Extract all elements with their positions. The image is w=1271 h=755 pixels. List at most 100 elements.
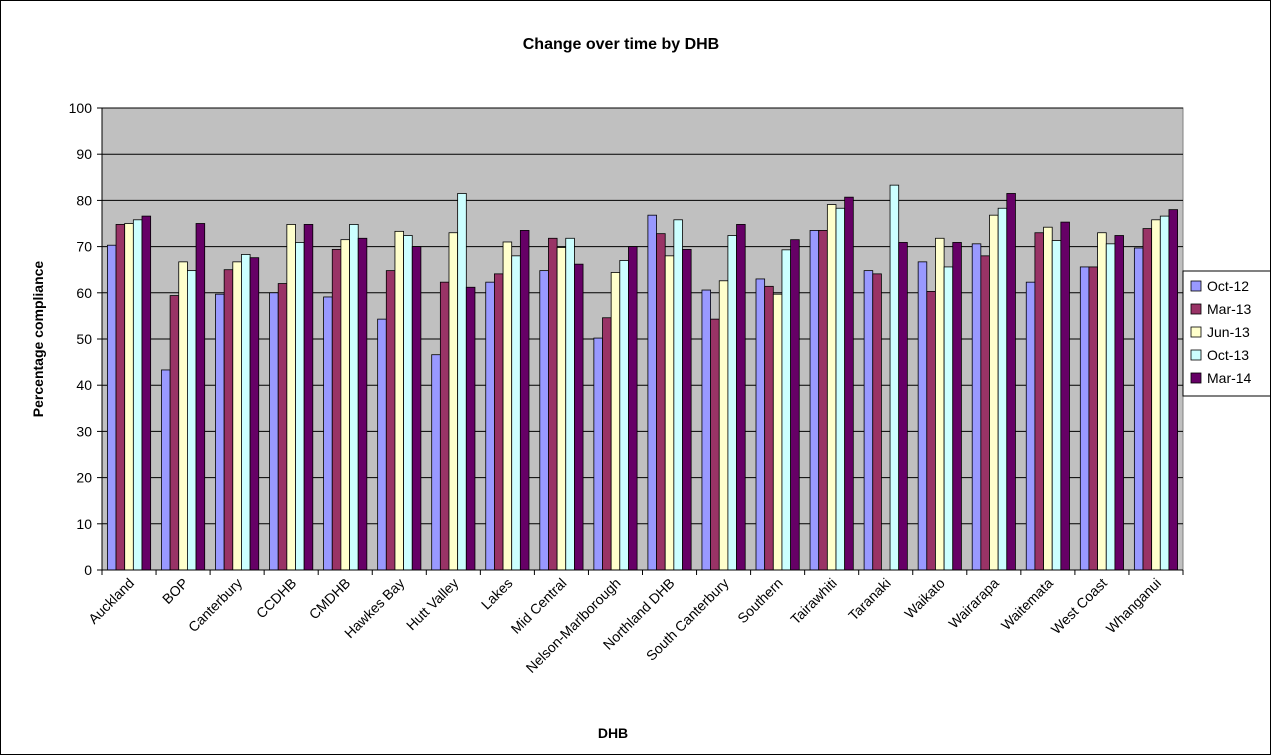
chart-title: Change over time by DHB [523, 36, 719, 53]
bar [303, 224, 314, 571]
bar [331, 248, 342, 571]
bar [727, 235, 737, 571]
legend: Oct-12 Mar-13 Jun-13 Oct-13 Mar-14 [1182, 270, 1270, 397]
x-tick-label: Wairarapa [945, 575, 1002, 632]
x-tick-label: Tairawhiti [787, 575, 840, 628]
bar [628, 246, 638, 571]
bar [1133, 247, 1144, 571]
x-tick-label: Hutt Valley [403, 575, 461, 633]
bar [403, 235, 413, 571]
bar [844, 196, 854, 571]
bar [439, 281, 450, 571]
bar [935, 237, 945, 571]
x-tick-label: Taranaki [845, 575, 894, 624]
bar [710, 318, 720, 571]
bar [809, 230, 820, 571]
bars-group [107, 184, 1178, 571]
bar [357, 237, 368, 571]
bar [323, 296, 333, 571]
bar [593, 337, 603, 571]
bar [664, 255, 675, 571]
bar [340, 239, 350, 571]
bar [889, 184, 900, 571]
bar [1079, 266, 1090, 571]
bar [610, 272, 621, 571]
bar [493, 273, 504, 571]
bar [682, 248, 692, 571]
bar [178, 261, 188, 571]
bar [917, 261, 928, 571]
bar [602, 317, 612, 571]
legend-label: Mar-14 [1207, 370, 1252, 386]
bar [132, 219, 143, 571]
bar [465, 286, 476, 571]
bar [511, 255, 521, 571]
x-tick-label: Waitemata [998, 575, 1056, 633]
bar [1034, 232, 1044, 571]
y-tick-label: 50 [76, 331, 92, 347]
bar [673, 219, 683, 571]
bar [1114, 235, 1124, 571]
bar [249, 257, 260, 571]
x-axis-title: DHB [598, 725, 628, 741]
bar [790, 239, 800, 571]
x-tick-label: Canterbury [185, 575, 245, 635]
bar [548, 237, 558, 571]
bar [1043, 226, 1053, 571]
bar [215, 293, 225, 571]
x-tick-label: Waikato [901, 575, 948, 622]
bar [1151, 219, 1161, 571]
legend-label: Mar-13 [1207, 301, 1252, 317]
bar [556, 247, 567, 571]
bar [411, 246, 422, 571]
y-tick-label: 100 [69, 100, 93, 116]
bar [457, 193, 467, 571]
y-axis: 0 10 20 30 40 50 60 70 80 90 100 [69, 100, 103, 578]
bar [971, 243, 982, 571]
bar [1168, 209, 1178, 571]
x-tick-label: CMDHB [306, 575, 354, 623]
bar [656, 233, 666, 571]
y-tick-label: 40 [76, 377, 92, 393]
bar [863, 270, 874, 571]
bar [997, 207, 1008, 571]
bar [349, 224, 359, 571]
bar [169, 295, 180, 571]
bar [736, 224, 746, 571]
bar [898, 242, 908, 571]
bar [1051, 240, 1062, 571]
bar [1105, 243, 1116, 571]
bar [124, 223, 134, 571]
bar [826, 204, 837, 571]
bar [115, 224, 126, 571]
x-tick-label: Nelson-Marlborough [523, 575, 624, 676]
x-tick-label: Whanganui [1103, 575, 1164, 636]
x-tick-label: West Coast [1048, 575, 1110, 637]
x-tick-label: CCDHB [253, 575, 300, 622]
bar [394, 230, 405, 571]
bar [619, 260, 629, 571]
y-tick-label: 90 [76, 146, 92, 162]
bar [141, 215, 152, 571]
bar [1060, 221, 1070, 571]
bar [269, 292, 279, 571]
bar [539, 270, 549, 571]
legend-label: Oct-12 [1207, 278, 1249, 294]
x-tick-label: Lakes [478, 575, 516, 613]
bar [277, 283, 288, 571]
bar [989, 214, 999, 571]
bar [764, 285, 774, 571]
bar [872, 273, 882, 571]
y-axis-title: Percentage compliance [30, 261, 46, 418]
bar [431, 354, 441, 571]
bar [755, 278, 766, 571]
bar [161, 369, 171, 571]
y-tick-label: 0 [84, 562, 92, 578]
bar [232, 261, 242, 571]
bar [107, 244, 117, 571]
bar [701, 289, 712, 571]
bar [1159, 215, 1170, 571]
bar [502, 241, 513, 571]
